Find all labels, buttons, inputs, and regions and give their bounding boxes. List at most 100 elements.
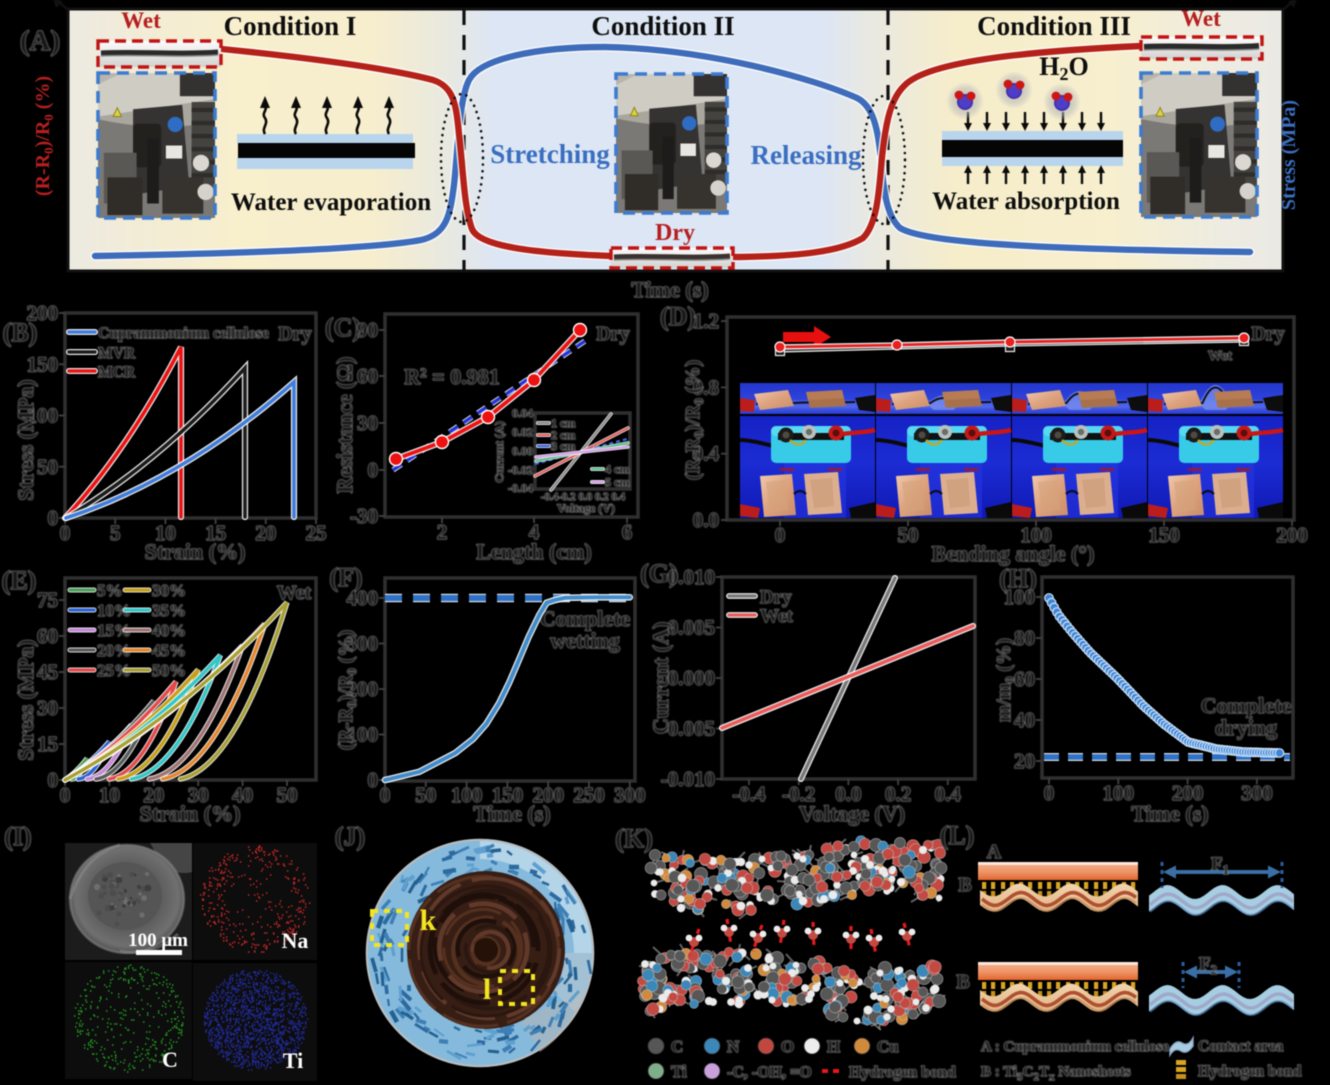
- svg-text:50: 50: [277, 783, 298, 807]
- svg-text:0: 0: [60, 783, 71, 807]
- svg-text:10: 10: [99, 783, 120, 807]
- svg-text:Strain (%): Strain (%): [140, 801, 241, 826]
- svg-text:5 cm: 5 cm: [605, 475, 629, 489]
- svg-text:2: 2: [437, 520, 448, 544]
- svg-text:Wet: Wet: [1208, 349, 1232, 364]
- svg-text:100: 100: [347, 723, 379, 747]
- svg-text:300: 300: [347, 632, 379, 656]
- svg-text:-0.04: -0.04: [508, 481, 533, 495]
- svg-text:50%: 50%: [152, 661, 186, 680]
- svg-text:0: 0: [368, 768, 379, 792]
- svg-text:Stress (MPa): Stress (MPa): [13, 379, 38, 500]
- svg-text:15: 15: [205, 521, 226, 545]
- svg-text:1.2: 1.2: [693, 309, 719, 333]
- svg-text:-C, -OH, =O: -C, -OH, =O: [727, 1064, 812, 1081]
- svg-text:(B): (B): [3, 318, 38, 347]
- svg-text:MCR: MCR: [98, 364, 136, 381]
- svg-text:3 cm: 3 cm: [551, 439, 575, 453]
- svg-text:25: 25: [306, 521, 327, 545]
- svg-text:0.010: 0.010: [668, 565, 715, 589]
- svg-text:Dry: Dry: [278, 323, 311, 345]
- svg-text:25%: 25%: [97, 661, 131, 680]
- svg-text:(R-R0)/R0 (%): (R-R0)/R0 (%): [335, 630, 359, 750]
- svg-text:250: 250: [573, 783, 605, 807]
- svg-text:Condition I: Condition I: [224, 11, 357, 41]
- svg-text:Current (A): Current (A): [492, 421, 506, 482]
- svg-text:80: 80: [1014, 626, 1035, 650]
- svg-text:drying: drying: [1215, 715, 1277, 740]
- svg-text:Complete: Complete: [540, 606, 631, 631]
- svg-text:150: 150: [1148, 523, 1180, 547]
- svg-text:H: H: [827, 1037, 840, 1056]
- svg-text:Voltage (V): Voltage (V): [799, 801, 905, 826]
- svg-text:2 cm: 2 cm: [551, 428, 575, 442]
- svg-text:R2 = 0.981: R2 = 0.981: [404, 364, 499, 389]
- svg-text:-0.2: -0.2: [782, 782, 815, 806]
- svg-text:6: 6: [622, 520, 633, 544]
- svg-text:-0.02: -0.02: [508, 463, 533, 477]
- svg-text:Cu: Cu: [877, 1037, 899, 1056]
- svg-text:(D): (D): [660, 302, 696, 331]
- svg-text:Time (s): Time (s): [1131, 801, 1208, 826]
- svg-text:0: 0: [380, 783, 391, 807]
- svg-text:Stretching: Stretching: [490, 139, 610, 169]
- svg-text:0.0: 0.0: [693, 508, 719, 532]
- svg-text:90: 90: [357, 318, 378, 342]
- svg-text:60: 60: [1014, 667, 1035, 691]
- svg-text:k: k: [420, 904, 437, 937]
- svg-text:Dry: Dry: [760, 587, 792, 608]
- svg-text:300: 300: [1241, 781, 1273, 805]
- svg-text:(R-R0)/R0 (%): (R-R0)/R0 (%): [32, 76, 56, 196]
- svg-text:40: 40: [232, 783, 253, 807]
- svg-text:Time (s): Time (s): [473, 801, 550, 826]
- svg-text:Length (cm): Length (cm): [476, 539, 591, 564]
- svg-text:Strain (%): Strain (%): [145, 539, 246, 564]
- svg-text:wetting: wetting: [550, 628, 620, 653]
- svg-text:200: 200: [347, 677, 379, 701]
- svg-text:(J): (J): [335, 822, 365, 851]
- svg-text:100: 100: [27, 404, 59, 428]
- svg-text:0.2: 0.2: [885, 782, 911, 806]
- svg-text:Condition II: Condition II: [591, 11, 734, 41]
- svg-text:Bending angle (°): Bending angle (°): [932, 541, 1095, 566]
- svg-text:B: B: [958, 874, 971, 896]
- svg-text:F2: F2: [1199, 954, 1217, 977]
- svg-text:B: B: [956, 971, 969, 993]
- svg-text:0.0: 0.0: [835, 782, 861, 806]
- svg-text:0.005: 0.005: [668, 616, 715, 640]
- svg-text:0: 0: [60, 521, 71, 545]
- svg-text:Na: Na: [282, 928, 309, 953]
- svg-text:0.00: 0.00: [512, 444, 533, 458]
- svg-text:20: 20: [1014, 749, 1035, 773]
- svg-text:50: 50: [415, 783, 436, 807]
- svg-text:Cuprammonium cellulose: Cuprammonium cellulose: [98, 325, 269, 342]
- svg-text:100: 100: [1020, 523, 1052, 547]
- svg-text:Hydrogen bond: Hydrogen bond: [1198, 1063, 1302, 1080]
- svg-text:-30: -30: [350, 504, 378, 528]
- svg-text:-0.005: -0.005: [661, 717, 715, 741]
- svg-text:0: 0: [1044, 781, 1055, 805]
- svg-text:Ti: Ti: [671, 1062, 687, 1081]
- svg-text:(F): (F): [329, 563, 362, 592]
- svg-text:Resistance (Ω): Resistance (Ω): [332, 357, 357, 494]
- svg-text:20: 20: [143, 783, 164, 807]
- svg-text:60: 60: [37, 624, 58, 648]
- svg-text:O: O: [781, 1037, 794, 1056]
- svg-text:Dry: Dry: [1251, 323, 1284, 345]
- svg-text:C: C: [671, 1037, 683, 1056]
- svg-text:m/m0 (%): m/m0 (%): [993, 638, 1017, 722]
- svg-text:0.04: 0.04: [512, 406, 533, 420]
- svg-text:MVR: MVR: [98, 345, 136, 362]
- svg-text:Time (s): Time (s): [631, 277, 708, 302]
- svg-text:50: 50: [898, 523, 919, 547]
- svg-text:60: 60: [357, 364, 378, 388]
- svg-text:(C): (C): [325, 313, 361, 342]
- svg-text:45: 45: [37, 660, 58, 684]
- svg-text:300: 300: [614, 783, 646, 807]
- svg-text:10%: 10%: [97, 601, 131, 620]
- svg-text:75: 75: [37, 588, 58, 612]
- svg-text:40%: 40%: [152, 621, 186, 640]
- svg-text:20: 20: [255, 521, 276, 545]
- svg-text:Dry: Dry: [655, 220, 695, 246]
- svg-text:0: 0: [48, 506, 59, 530]
